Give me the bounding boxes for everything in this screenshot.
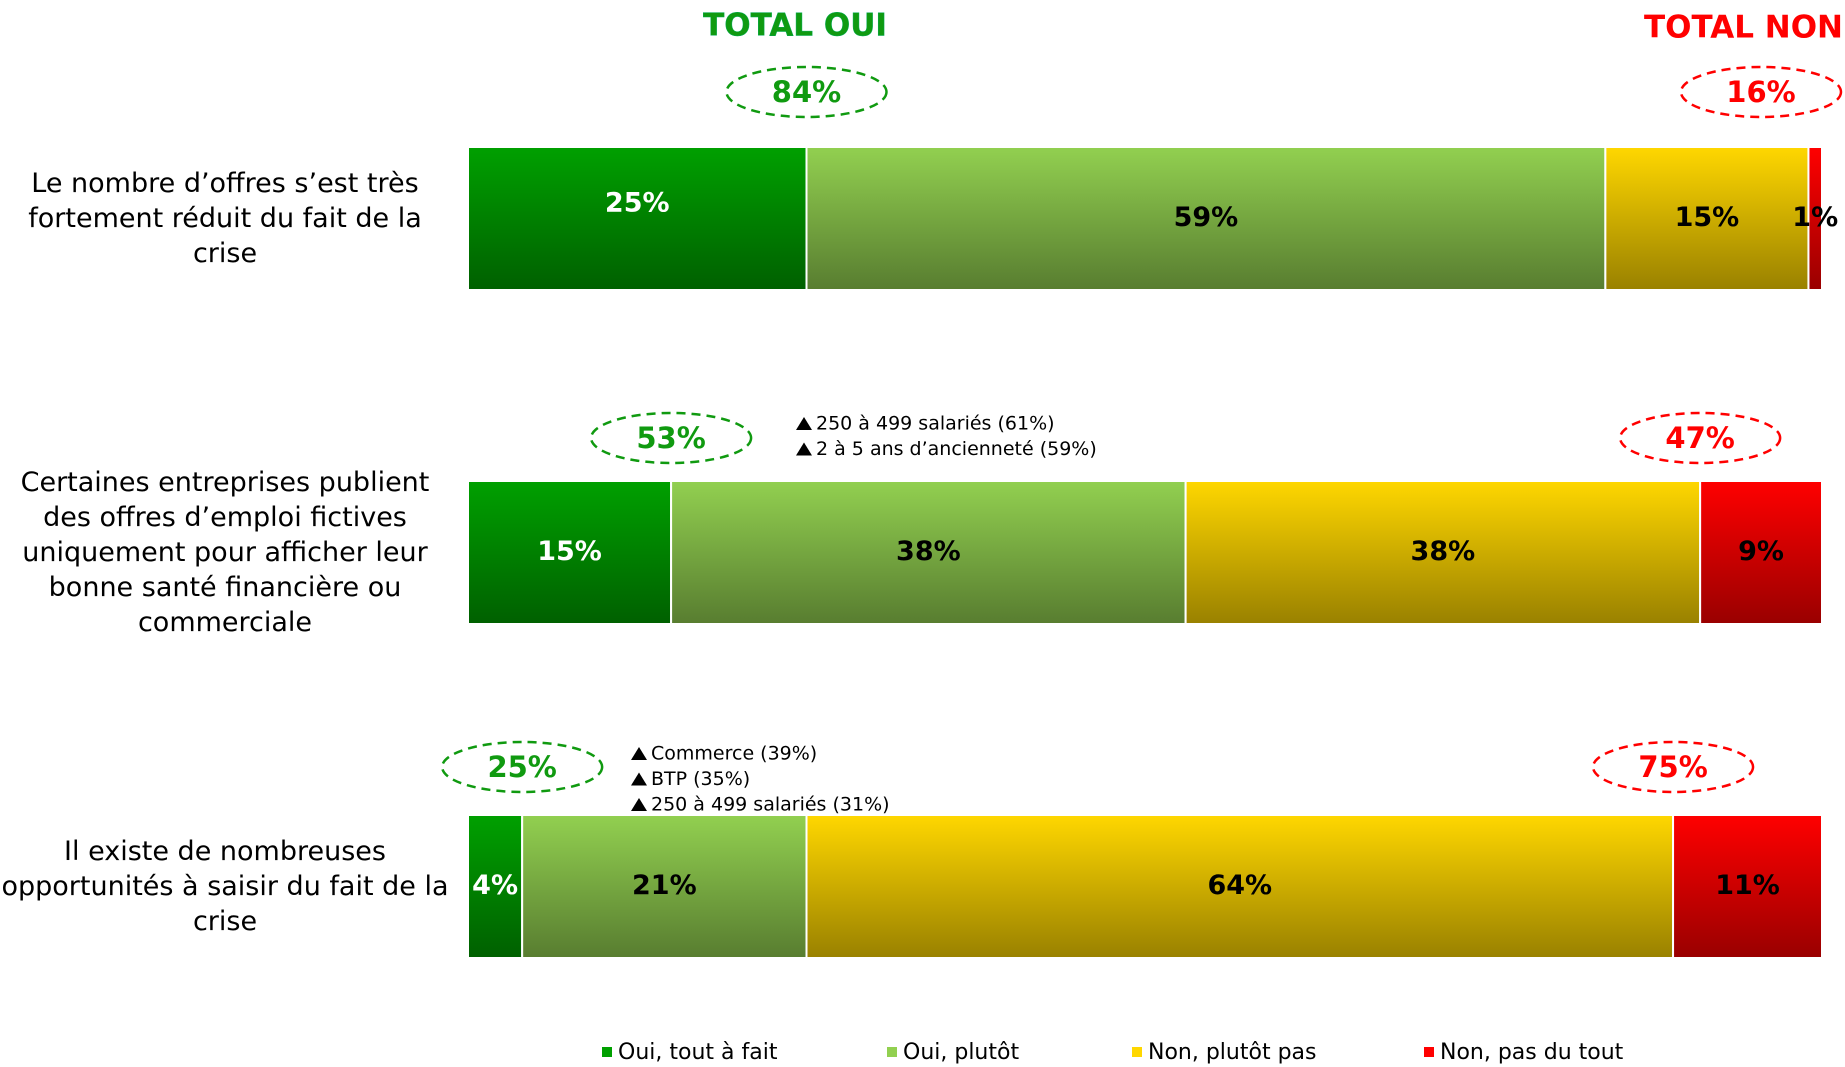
total-ellipse [725,65,888,119]
legend-label: Non, plutôt pas [1148,1040,1316,1065]
total-label: 84% [772,75,841,109]
total-heading: TOTAL NON [1644,10,1843,46]
data-label: 38% [1411,536,1476,567]
legend-label: Non, pas du tout [1440,1040,1624,1065]
data-label: 4% [472,870,518,901]
triangle-icon [631,772,647,786]
annotation: BTP (35%) [651,768,750,790]
total-ellipse [1591,740,1755,794]
bar-segment [521,814,808,959]
annotation: Commerce (39%) [651,743,817,765]
data-label: 38% [896,536,961,567]
legend-swatch [602,1047,612,1057]
total-ellipse [440,740,604,794]
legend-swatch [1132,1047,1142,1057]
total-label: 53% [636,421,705,455]
data-label: 1% [1792,202,1838,233]
bar-segment [467,480,673,625]
total-ellipse [1679,65,1843,119]
triangle-icon [796,417,812,430]
triangle-icon [631,747,647,760]
category-label: Le nombre d’offres s’est très fortement … [28,168,422,269]
bar-segment [670,480,1187,625]
data-label: 15% [537,536,602,567]
bar-segment [805,146,1607,291]
bar-segment [467,146,808,291]
annotation: 250 à 499 salariés (61%) [816,413,1055,435]
legend-label: Oui, tout à fait [618,1040,778,1065]
data-label: 21% [632,870,697,901]
data-label: 11% [1715,870,1780,901]
bar-segment [1807,146,1823,291]
total-label: 25% [487,750,556,784]
total-label: 16% [1726,75,1795,109]
data-label: 64% [1207,870,1272,901]
data-label: 15% [1675,202,1740,233]
category-label: Il existe de nombreuses opportunités à s… [1,836,449,937]
annotation: 250 à 499 salariés (31%) [651,794,890,816]
legend-swatch [887,1047,897,1057]
category-label: Certaines entreprises publient des offre… [20,467,430,638]
triangle-icon [631,798,647,811]
legend-swatch [1424,1047,1434,1057]
total-ellipse [1618,411,1782,465]
data-label: 59% [1174,202,1239,233]
annotation: 2 à 5 ans d’ancienneté (59%) [816,438,1097,460]
total-ellipse [589,411,753,465]
bar-segment [1699,480,1824,625]
bar-segment [467,814,524,959]
total-heading: TOTAL OUI [703,8,887,44]
total-label: 75% [1638,750,1707,784]
triangle-icon [796,442,812,456]
total-label: 47% [1665,421,1734,455]
bar-segment [1672,814,1824,959]
bar-segment [1184,480,1702,625]
data-label: 25% [605,188,670,219]
bar-segment [805,814,1675,959]
data-label: 9% [1738,536,1784,567]
legend-label: Oui, plutôt [903,1040,1019,1065]
